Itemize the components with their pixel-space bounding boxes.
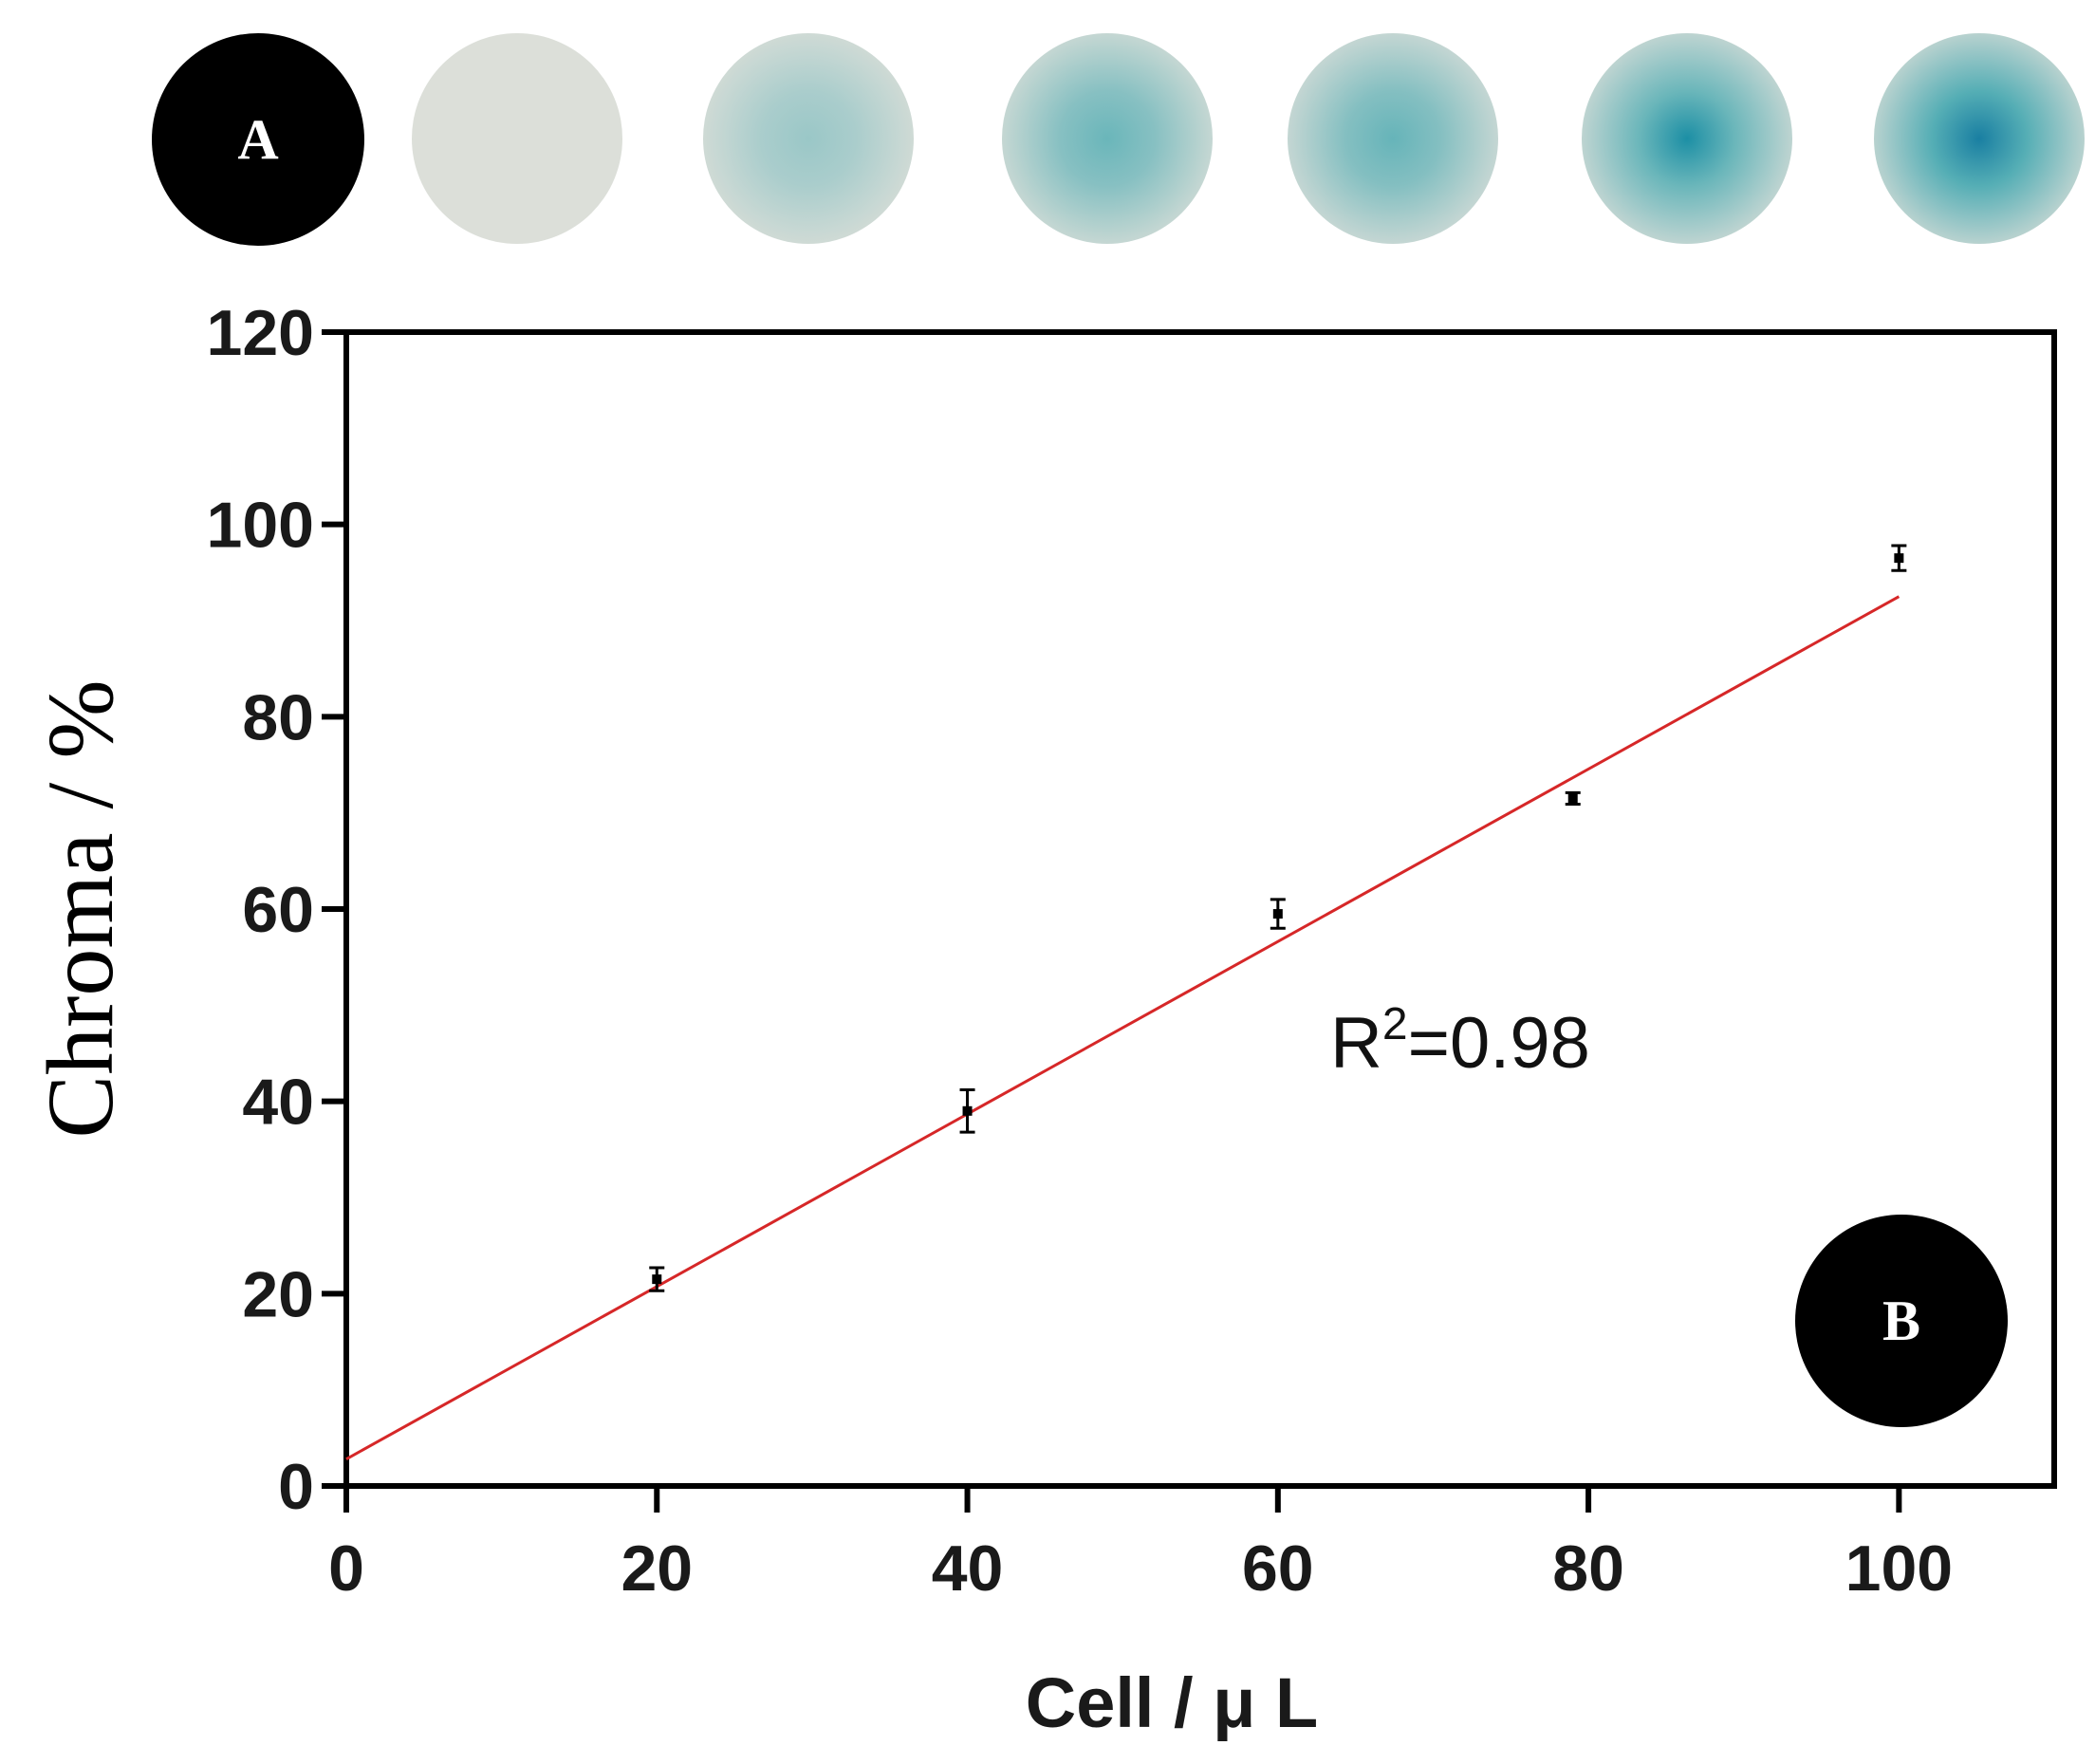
data-points bbox=[649, 544, 1907, 1292]
r-squared-base: R bbox=[1330, 1003, 1382, 1084]
r-squared-value: =0.98 bbox=[1408, 1003, 1590, 1084]
data-point bbox=[959, 1088, 975, 1134]
panel-a-circle bbox=[152, 33, 364, 246]
y-tick-label: 100 bbox=[207, 490, 314, 562]
y-axis-label: Chroma / % bbox=[28, 679, 133, 1138]
x-tick-label: 100 bbox=[1845, 1532, 1953, 1605]
x-tick-label: 40 bbox=[932, 1532, 1004, 1605]
color-spot bbox=[412, 33, 622, 244]
x-tick-label: 80 bbox=[1552, 1532, 1624, 1605]
y-tick-label: 40 bbox=[242, 1067, 314, 1139]
point-marker bbox=[1894, 553, 1904, 564]
point-marker bbox=[962, 1105, 973, 1116]
panel-a-badge: A bbox=[152, 33, 364, 246]
point-marker bbox=[1272, 909, 1283, 919]
fit-line bbox=[345, 595, 1900, 1460]
point-marker bbox=[652, 1274, 662, 1285]
r-squared-superscript: 2 bbox=[1382, 999, 1408, 1049]
data-point bbox=[1565, 790, 1581, 807]
panel-b-label: B bbox=[1882, 1290, 1920, 1352]
x-tick-label: 20 bbox=[621, 1532, 693, 1605]
color-spot bbox=[1288, 33, 1498, 244]
color-spot bbox=[1002, 33, 1213, 244]
color-spot bbox=[1582, 33, 1792, 244]
x-tick-label: 0 bbox=[328, 1532, 364, 1605]
x-axis-label: Cell / μ L bbox=[1026, 1663, 1318, 1742]
panel-b-badge: B bbox=[1795, 1215, 2008, 1427]
y-axis-ticks: 0 20 40 60 80 100 120 bbox=[207, 297, 346, 1523]
x-tick-label: 60 bbox=[1242, 1532, 1314, 1605]
color-spot bbox=[1874, 33, 2085, 244]
panel-b-circle bbox=[1795, 1215, 2008, 1427]
color-spots-row bbox=[412, 33, 2085, 244]
data-point bbox=[1891, 544, 1907, 572]
data-point bbox=[1270, 898, 1286, 930]
y-tick-label: 20 bbox=[242, 1258, 314, 1330]
data-point bbox=[649, 1266, 665, 1292]
color-spot bbox=[703, 33, 914, 244]
y-tick-label: 80 bbox=[242, 681, 314, 753]
y-tick-label: 60 bbox=[242, 874, 314, 946]
y-tick-label: 120 bbox=[207, 297, 314, 369]
x-axis-ticks: 0 20 40 60 80 100 bbox=[328, 1486, 1953, 1605]
panel-a-label: A bbox=[237, 108, 278, 171]
point-marker bbox=[1567, 793, 1578, 804]
y-tick-label: 0 bbox=[278, 1451, 314, 1523]
r-squared-annotation: R2=0.98 bbox=[1330, 999, 1590, 1084]
